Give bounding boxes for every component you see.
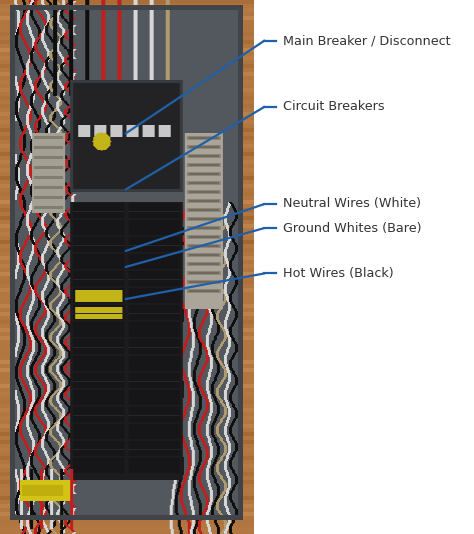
- Text: Main Breaker / Disconnect: Main Breaker / Disconnect: [283, 34, 451, 47]
- Text: Circuit Breakers: Circuit Breakers: [283, 100, 384, 113]
- Text: Neutral Wires (White): Neutral Wires (White): [283, 198, 421, 210]
- Text: Ground Whites (Bare): Ground Whites (Bare): [283, 222, 421, 234]
- Text: Hot Wires (Black): Hot Wires (Black): [283, 267, 393, 280]
